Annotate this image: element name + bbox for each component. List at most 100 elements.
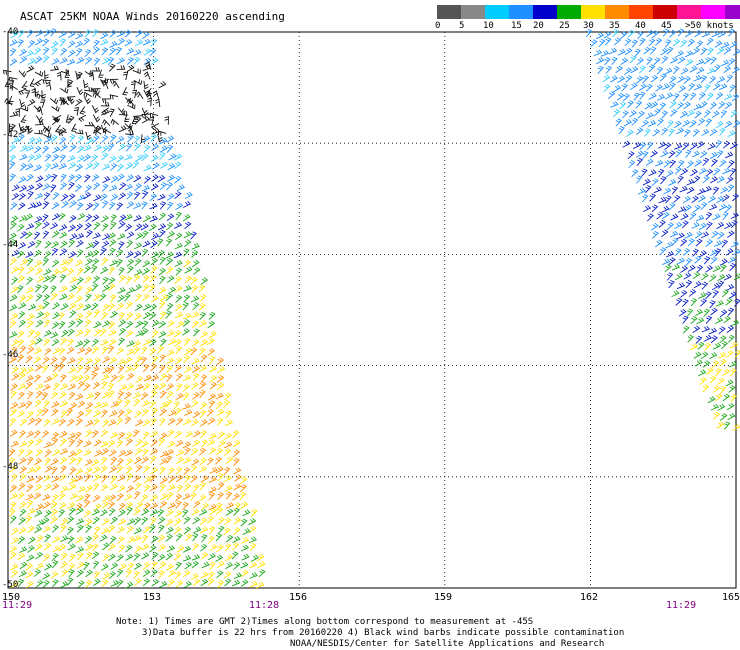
legend-label: 10 — [483, 21, 494, 31]
wind-barb — [159, 354, 166, 363]
wind-barb — [11, 276, 19, 286]
wind-barb — [116, 302, 125, 311]
wind-barb — [705, 118, 713, 127]
wind-barb — [84, 473, 92, 482]
wind-barb — [18, 457, 27, 465]
wind-barb — [11, 339, 19, 347]
wind-barb — [77, 400, 86, 408]
wind-barb — [26, 257, 34, 267]
wind-barb — [92, 161, 100, 170]
wind-barb — [704, 342, 712, 351]
wind-barb — [44, 135, 53, 143]
wind-barb — [76, 507, 84, 515]
wind-barb — [730, 109, 738, 118]
wind-barb — [730, 319, 740, 327]
wind-barb — [91, 265, 98, 274]
wind-barb — [2, 69, 12, 75]
wind-barb — [17, 354, 25, 363]
wind-barb — [165, 251, 174, 259]
wind-barb — [639, 141, 647, 150]
wind-barb — [645, 83, 653, 92]
wind-barb — [125, 569, 133, 578]
wind-barb — [200, 526, 209, 534]
wind-barb — [42, 126, 51, 134]
wind-barb — [637, 31, 644, 40]
wind-barb — [668, 128, 675, 137]
wind-barb — [159, 145, 168, 153]
wind-barb — [642, 150, 649, 160]
wind-barb — [59, 57, 68, 64]
wind-barb — [17, 202, 26, 210]
wind-barb — [107, 382, 115, 392]
wind-barb — [182, 509, 189, 518]
wind-barb — [174, 191, 182, 199]
wind-barb — [702, 384, 710, 393]
wind-barb — [19, 185, 28, 193]
wind-barb — [707, 142, 716, 150]
wind-barb — [150, 251, 160, 259]
wind-barb — [145, 61, 152, 70]
wind-barb — [58, 509, 66, 518]
wind-barb — [42, 284, 49, 294]
lat-tick-40: -40 — [2, 27, 19, 37]
wind-barb — [637, 187, 646, 195]
wind-barb — [117, 390, 125, 400]
wind-barb — [140, 223, 149, 231]
wind-barb — [50, 40, 59, 49]
wind-barb — [68, 438, 76, 448]
wind-barb — [126, 348, 135, 356]
wind-barb — [693, 204, 701, 213]
wind-barb — [700, 201, 708, 210]
wind-barb — [10, 390, 17, 399]
wind-barb — [682, 298, 689, 307]
wind-barb — [656, 93, 666, 101]
wind-barb — [34, 525, 43, 534]
wind-barb — [125, 162, 134, 170]
wind-barb — [175, 561, 182, 570]
wind-barb — [207, 553, 216, 561]
wind-barb — [18, 546, 28, 553]
wind-barb — [718, 203, 727, 211]
wind-barb — [158, 300, 166, 310]
wind-barb — [680, 168, 689, 176]
wind-barb — [149, 400, 157, 409]
wind-barb — [223, 448, 232, 456]
wind-barb — [149, 338, 157, 347]
wind-barb — [107, 277, 116, 285]
wind-barb — [19, 231, 28, 239]
wind-barb — [200, 419, 208, 427]
wind-barb — [26, 65, 35, 73]
wind-barb — [140, 440, 149, 448]
wind-barb — [605, 65, 613, 74]
wind-barb — [712, 213, 721, 221]
wind-barb — [159, 256, 166, 265]
wind-barb — [240, 518, 248, 527]
wind-barb — [9, 304, 18, 312]
wind-barb — [700, 47, 708, 56]
wind-barb — [217, 481, 225, 491]
wind-barb — [10, 515, 17, 524]
wind-barb — [215, 392, 224, 400]
wind-barb — [92, 240, 100, 249]
wind-barb — [721, 41, 730, 49]
wind-barb — [91, 88, 101, 93]
wind-barb — [167, 579, 175, 587]
wind-barb — [75, 546, 85, 553]
wind-barb — [707, 47, 714, 56]
wind-barb — [689, 92, 697, 101]
wind-barb — [69, 553, 76, 562]
wind-barb — [151, 355, 159, 364]
wind-barb — [182, 493, 191, 500]
wind-barb — [190, 399, 199, 408]
wind-barb — [25, 515, 33, 524]
wind-barb — [27, 190, 34, 200]
wind-barb — [75, 518, 85, 525]
wind-barb — [143, 214, 152, 223]
wind-barb — [730, 240, 740, 248]
wind-barb — [598, 38, 606, 47]
wind-barb — [108, 419, 117, 426]
wind-barb — [652, 128, 661, 137]
wind-barb — [43, 268, 52, 276]
wind-barb — [109, 184, 118, 192]
wind-barb — [190, 347, 198, 356]
